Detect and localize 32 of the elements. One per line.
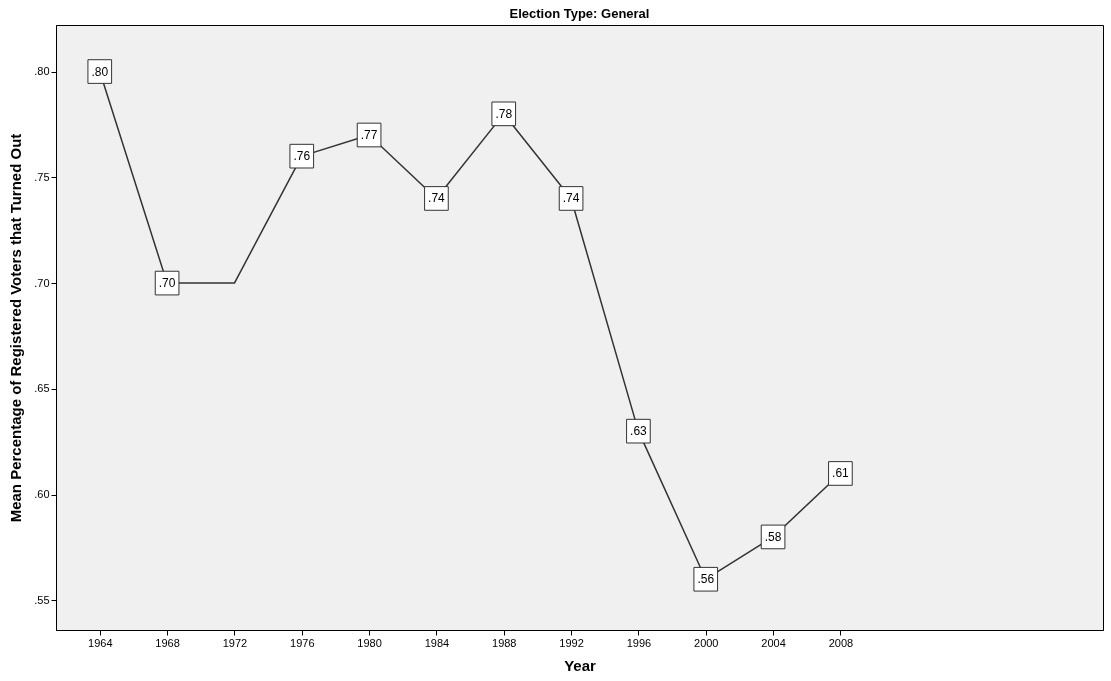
x-tick-label: 1980 — [357, 636, 382, 649]
data-label: .74 — [562, 191, 580, 206]
x-tick-label: 2000 — [694, 636, 719, 649]
data-label: .61 — [832, 466, 850, 481]
data-label: .70 — [158, 276, 176, 291]
x-tick-label: 1964 — [88, 636, 113, 649]
y-tick-label: .65 — [34, 382, 50, 395]
x-tick-label: 1976 — [290, 636, 315, 649]
data-label: .78 — [495, 106, 513, 121]
y-tick-label: .55 — [34, 593, 50, 606]
data-label: .80 — [91, 64, 109, 79]
data-label: .77 — [360, 128, 378, 142]
x-axis-title: Year — [564, 656, 597, 674]
y-tick-label: .80 — [34, 65, 50, 78]
y-tick-label: .60 — [34, 488, 50, 501]
data-label: .76 — [293, 149, 311, 164]
chart-title: Election Type: General — [509, 6, 650, 21]
x-tick-label: 1996 — [626, 636, 652, 649]
y-tick-label: .75 — [34, 170, 50, 183]
x-tick-label: 1972 — [222, 636, 248, 649]
data-label: .58 — [764, 529, 782, 544]
x-tick-label: 1988 — [492, 636, 517, 649]
x-tick-label: 1984 — [424, 636, 450, 649]
y-tick-label: .70 — [34, 276, 50, 289]
data-label: .63 — [630, 424, 648, 439]
x-tick-label: 2008 — [828, 636, 854, 649]
x-tick-label: 1992 — [559, 636, 584, 649]
x-tick-label: 1968 — [155, 636, 180, 649]
x-tick-label: 2004 — [761, 636, 786, 649]
data-label: .56 — [697, 572, 715, 587]
data-label: .74 — [428, 191, 446, 206]
y-axis-title: Mean Percentage of Registered Voters that Turned Out — [7, 133, 25, 523]
